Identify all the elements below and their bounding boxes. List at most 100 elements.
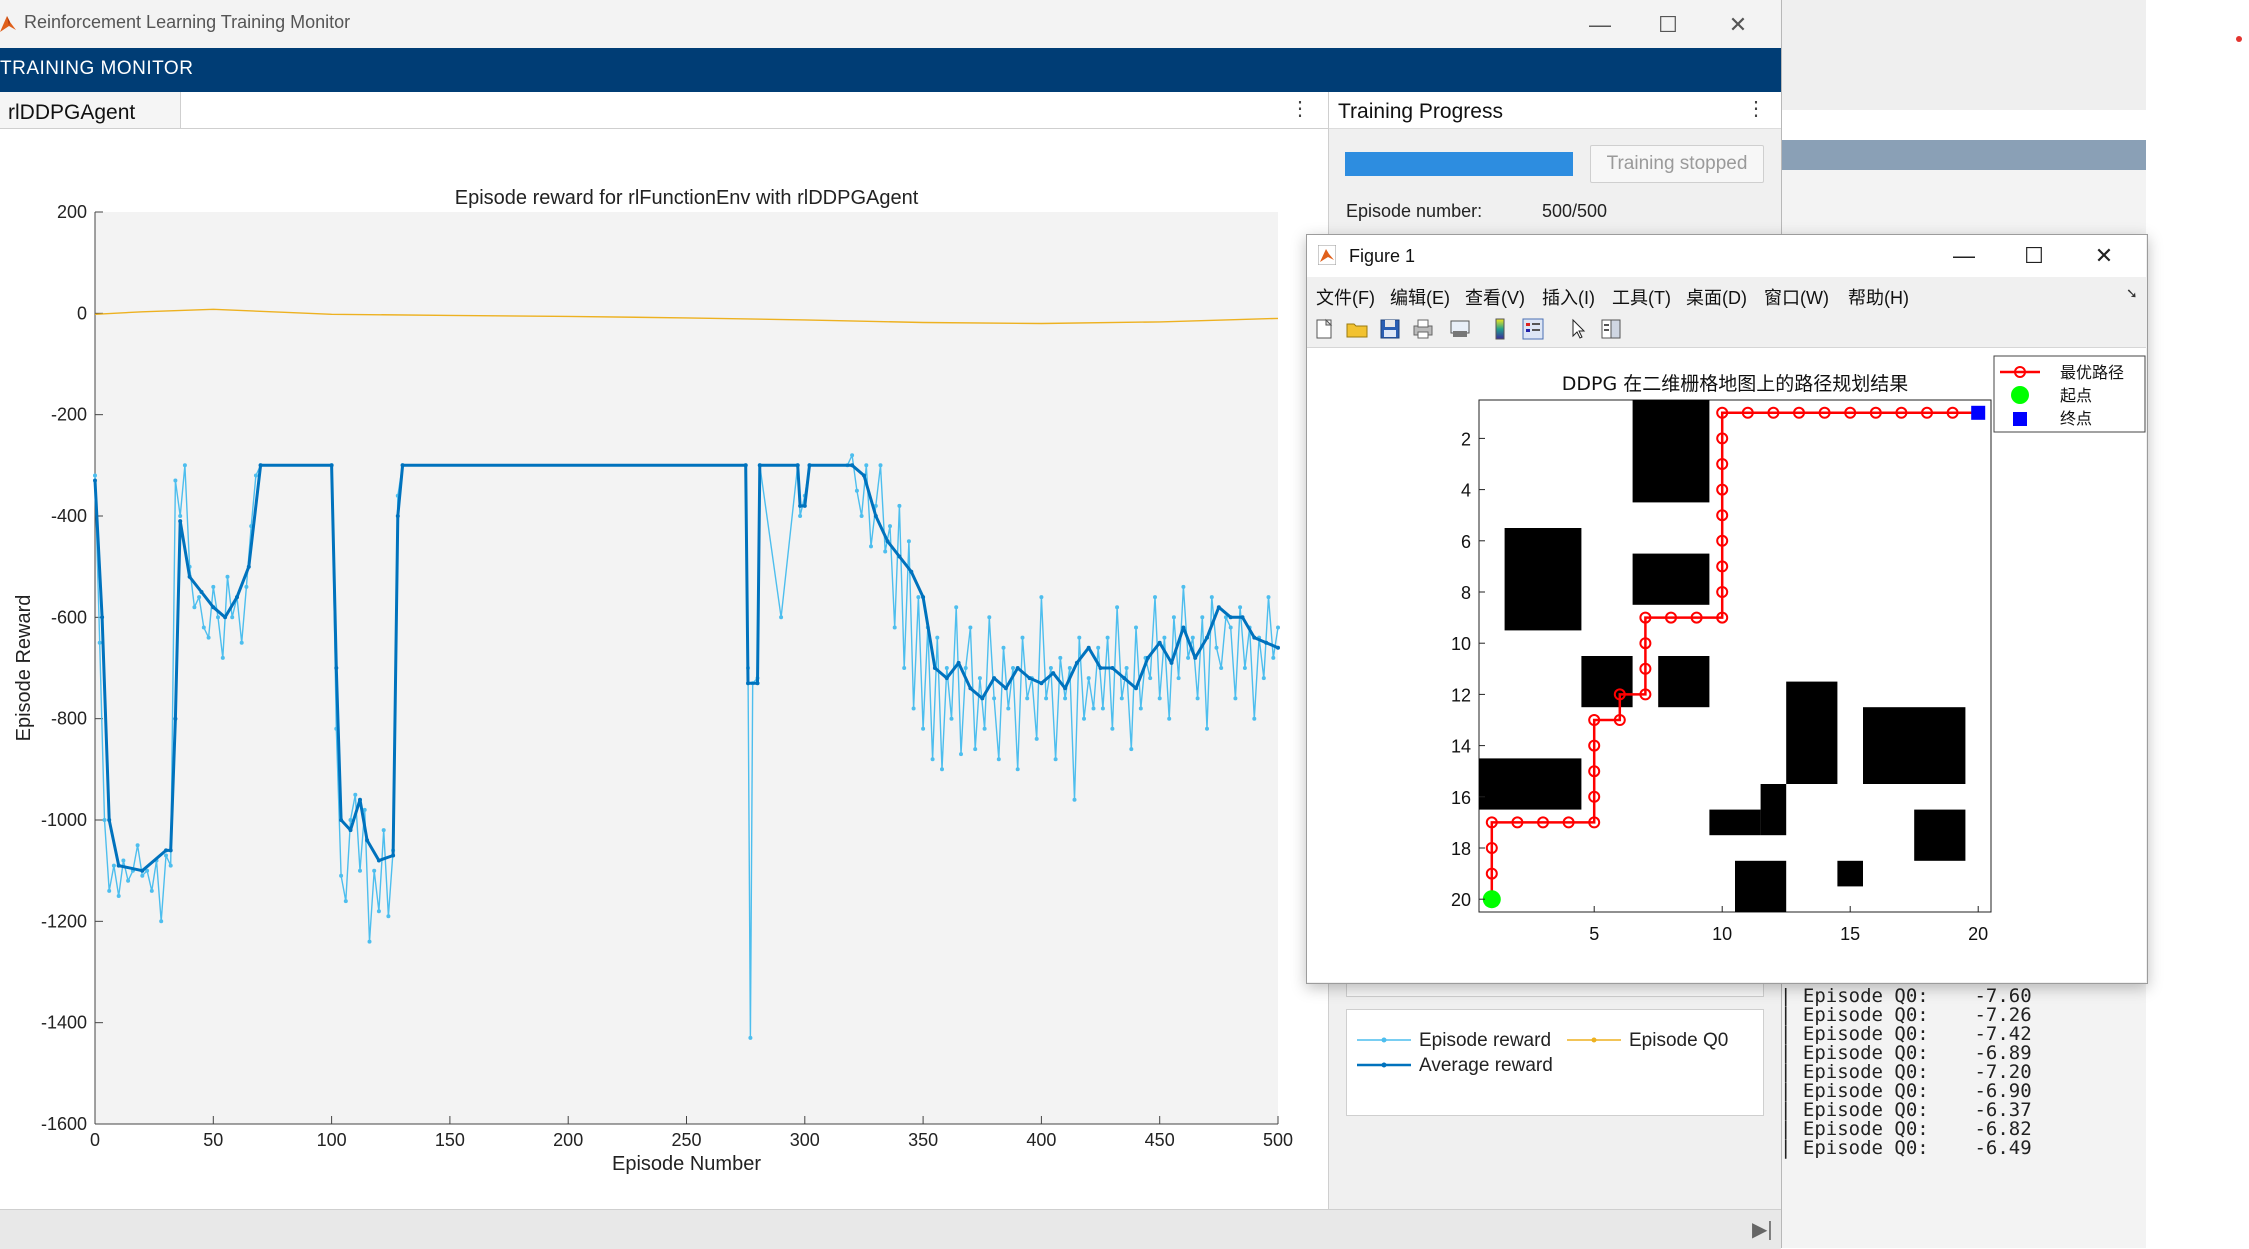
data-point	[1063, 696, 1068, 701]
stop-training-button[interactable]: Training stopped	[1590, 145, 1764, 183]
data-point	[862, 473, 866, 478]
collapse-panel-icon[interactable]: ▶|	[1752, 1219, 1773, 1241]
data-point	[206, 635, 211, 640]
figure-close-button[interactable]: ✕	[2094, 243, 2114, 268]
y-tick-label: 0	[77, 303, 87, 323]
data-point	[755, 681, 760, 686]
progress-options-icon[interactable]: ⋮	[1746, 98, 1766, 120]
path-point	[1716, 432, 1729, 445]
data-point	[1205, 726, 1209, 731]
reward-plot-area: Episode reward for rlFunctionEnv with rl…	[0, 129, 1328, 1209]
data-point	[1242, 666, 1247, 670]
link-plot-icon[interactable]	[1448, 317, 1472, 341]
data-point	[358, 868, 362, 873]
legend-icon[interactable]	[1521, 317, 1545, 341]
figure-maximize-button[interactable]: ☐	[2024, 243, 2044, 268]
obstacle-cell	[1479, 758, 1582, 810]
path-point	[1716, 611, 1729, 624]
data-point	[1063, 686, 1068, 691]
figure-minimize-button[interactable]: —	[1953, 243, 1975, 268]
data-point	[1006, 706, 1011, 711]
data-point	[376, 909, 381, 914]
grid-map-chart: DDPG 在二维栅格地图上的路径规划结果 2 4 6 8 10 12 14 16 18 20 5 10 1…	[1451, 355, 2146, 944]
legend-path-marker	[2014, 366, 2026, 378]
data-point	[977, 676, 982, 681]
obstacle-cell	[1504, 528, 1582, 631]
colorbar-icon[interactable]	[1488, 317, 1512, 341]
data-point	[339, 873, 344, 878]
obstacle-cell	[1760, 784, 1787, 836]
data-point	[235, 595, 239, 600]
path-point	[1716, 483, 1729, 496]
data-point	[807, 463, 812, 468]
y-tick-label: 200	[57, 202, 87, 222]
toolbar-expand-icon[interactable]: ➘	[2126, 285, 2138, 301]
chart-title: Episode reward for rlFunctionEnv with rl…	[455, 187, 919, 209]
data-point	[1015, 666, 1020, 670]
print-icon[interactable]	[1411, 317, 1435, 341]
data-point	[954, 605, 959, 610]
info-panel-bottom	[1346, 980, 1764, 997]
data-point	[168, 863, 173, 868]
path-point	[1767, 406, 1780, 419]
x-tick-label: 100	[317, 1130, 347, 1150]
data-point	[944, 666, 949, 670]
pointer-icon[interactable]	[1566, 317, 1590, 341]
menu-insert[interactable]: 插入(I)	[1542, 288, 1595, 308]
data-point	[140, 873, 145, 878]
chart-legend: Episode reward Average reward Episode Q0	[1346, 1009, 1764, 1116]
data-point	[1091, 706, 1096, 711]
data-point	[959, 752, 963, 757]
data-point	[873, 514, 878, 518]
path-point	[1639, 611, 1652, 624]
menu-view[interactable]: 查看(V)	[1465, 288, 1525, 308]
path-point	[1665, 611, 1677, 624]
data-point	[1148, 676, 1153, 681]
new-file-icon[interactable]	[1312, 317, 1336, 341]
menu-file[interactable]: 文件(F)	[1316, 288, 1375, 308]
x-tick-label: 200	[553, 1130, 583, 1150]
tab-agent[interactable]	[0, 92, 181, 128]
path-point	[1562, 816, 1575, 829]
data-point	[1181, 584, 1186, 589]
data-point	[968, 625, 973, 630]
menu-edit[interactable]: 编辑(E)	[1390, 288, 1450, 308]
minimize-button[interactable]: —	[1589, 12, 1611, 37]
data-point	[1195, 696, 1200, 701]
path-point	[1639, 637, 1652, 650]
data-point	[102, 818, 107, 822]
grid-x-tick-label: 15	[1840, 924, 1860, 944]
maximize-button[interactable]: ☐	[1658, 12, 1678, 37]
grid-y-tick-label: 4	[1461, 481, 1471, 501]
data-point	[395, 514, 400, 518]
data-point	[1261, 676, 1266, 681]
path-point	[1613, 688, 1626, 701]
data-point	[798, 514, 803, 518]
episode-number-label: Episode number:	[1346, 201, 1483, 221]
data-point	[1264, 640, 1269, 645]
menu-help[interactable]: 帮助(H)	[1848, 288, 1909, 308]
more-options-icon[interactable]: ⋮	[1290, 98, 1310, 120]
menu-desktop[interactable]: 桌面(D)	[1686, 288, 1747, 308]
data-point	[1252, 635, 1257, 640]
data-point	[802, 503, 807, 508]
data-point	[391, 853, 396, 858]
figure-titlebar[interactable]	[1307, 235, 2146, 277]
data-point	[116, 863, 121, 868]
property-inspector-icon[interactable]	[1599, 317, 1623, 341]
legend-q0-marker	[1591, 1037, 1597, 1043]
data-point	[1216, 605, 1221, 610]
data-point	[1176, 676, 1181, 681]
menu-window[interactable]: 窗口(W)	[1764, 288, 1829, 308]
data-point	[1223, 615, 1228, 620]
data-point	[1181, 625, 1186, 630]
data-point	[164, 848, 168, 853]
data-point	[1238, 605, 1243, 610]
save-icon[interactable]	[1378, 317, 1402, 341]
data-point	[211, 584, 216, 589]
close-button[interactable]: ✕	[1728, 12, 1748, 37]
data-point	[116, 894, 121, 898]
menu-tools[interactable]: 工具(T)	[1612, 288, 1671, 308]
open-folder-icon[interactable]	[1345, 317, 1369, 341]
monitor-title: Reinforcement Learning Training Monitor	[24, 12, 351, 32]
